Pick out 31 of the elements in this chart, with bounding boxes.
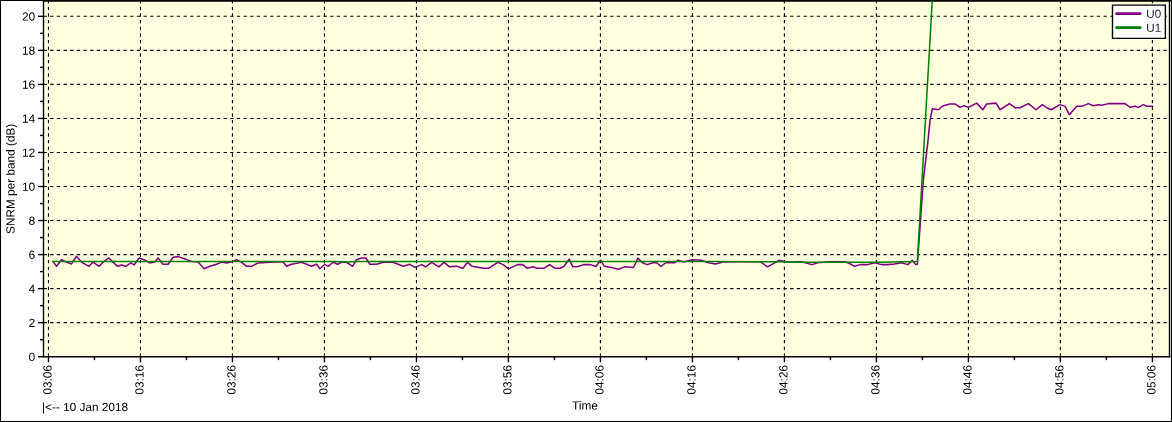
y-tick-label: 20 <box>22 12 35 21</box>
x-tick-label: 04:16 <box>687 365 696 395</box>
x-tick-label: 03:26 <box>227 365 236 395</box>
line-series <box>52 102 1154 270</box>
x-tick-label: 03:46 <box>411 365 420 395</box>
x-tick-label: 04:06 <box>595 365 604 395</box>
x-tick-label: 03:36 <box>319 365 328 395</box>
x-tick-label: 05:06 <box>1147 365 1156 395</box>
x-tick-label: 03:16 <box>135 365 144 395</box>
text: |<-- 10 Jan 2018 <box>43 402 128 414</box>
y-tick-label: 4 <box>28 284 35 293</box>
y-tick-label: 12 <box>22 148 35 157</box>
x-tick-label: 03:56 <box>503 365 512 395</box>
y-tick-label: 0 <box>29 352 35 362</box>
y-tick-label: 16 <box>22 80 35 89</box>
line-series <box>52 1 933 264</box>
legend-label: U0 <box>1147 9 1161 18</box>
x-tick-label: 03:06 <box>43 365 52 395</box>
y-tick-label: 2 <box>29 318 35 327</box>
y-tick-label: 18 <box>22 46 35 55</box>
y-axis-title: SNRM per band (dB) <box>6 124 17 234</box>
y-tick-label: 8 <box>29 216 35 225</box>
y-tick-label: 14 <box>22 114 35 123</box>
y-tick-label: 10 <box>22 182 35 191</box>
legend-label: U1 <box>1147 23 1161 32</box>
x-tick-label: 04:36 <box>871 365 880 395</box>
x-tick-label: 04:56 <box>1055 365 1064 395</box>
x-tick-label: 04:26 <box>779 365 788 395</box>
x-tick-label: 04:46 <box>963 365 972 395</box>
x-axis-title: Time <box>572 401 598 410</box>
y-tick-label: 6 <box>29 250 35 259</box>
